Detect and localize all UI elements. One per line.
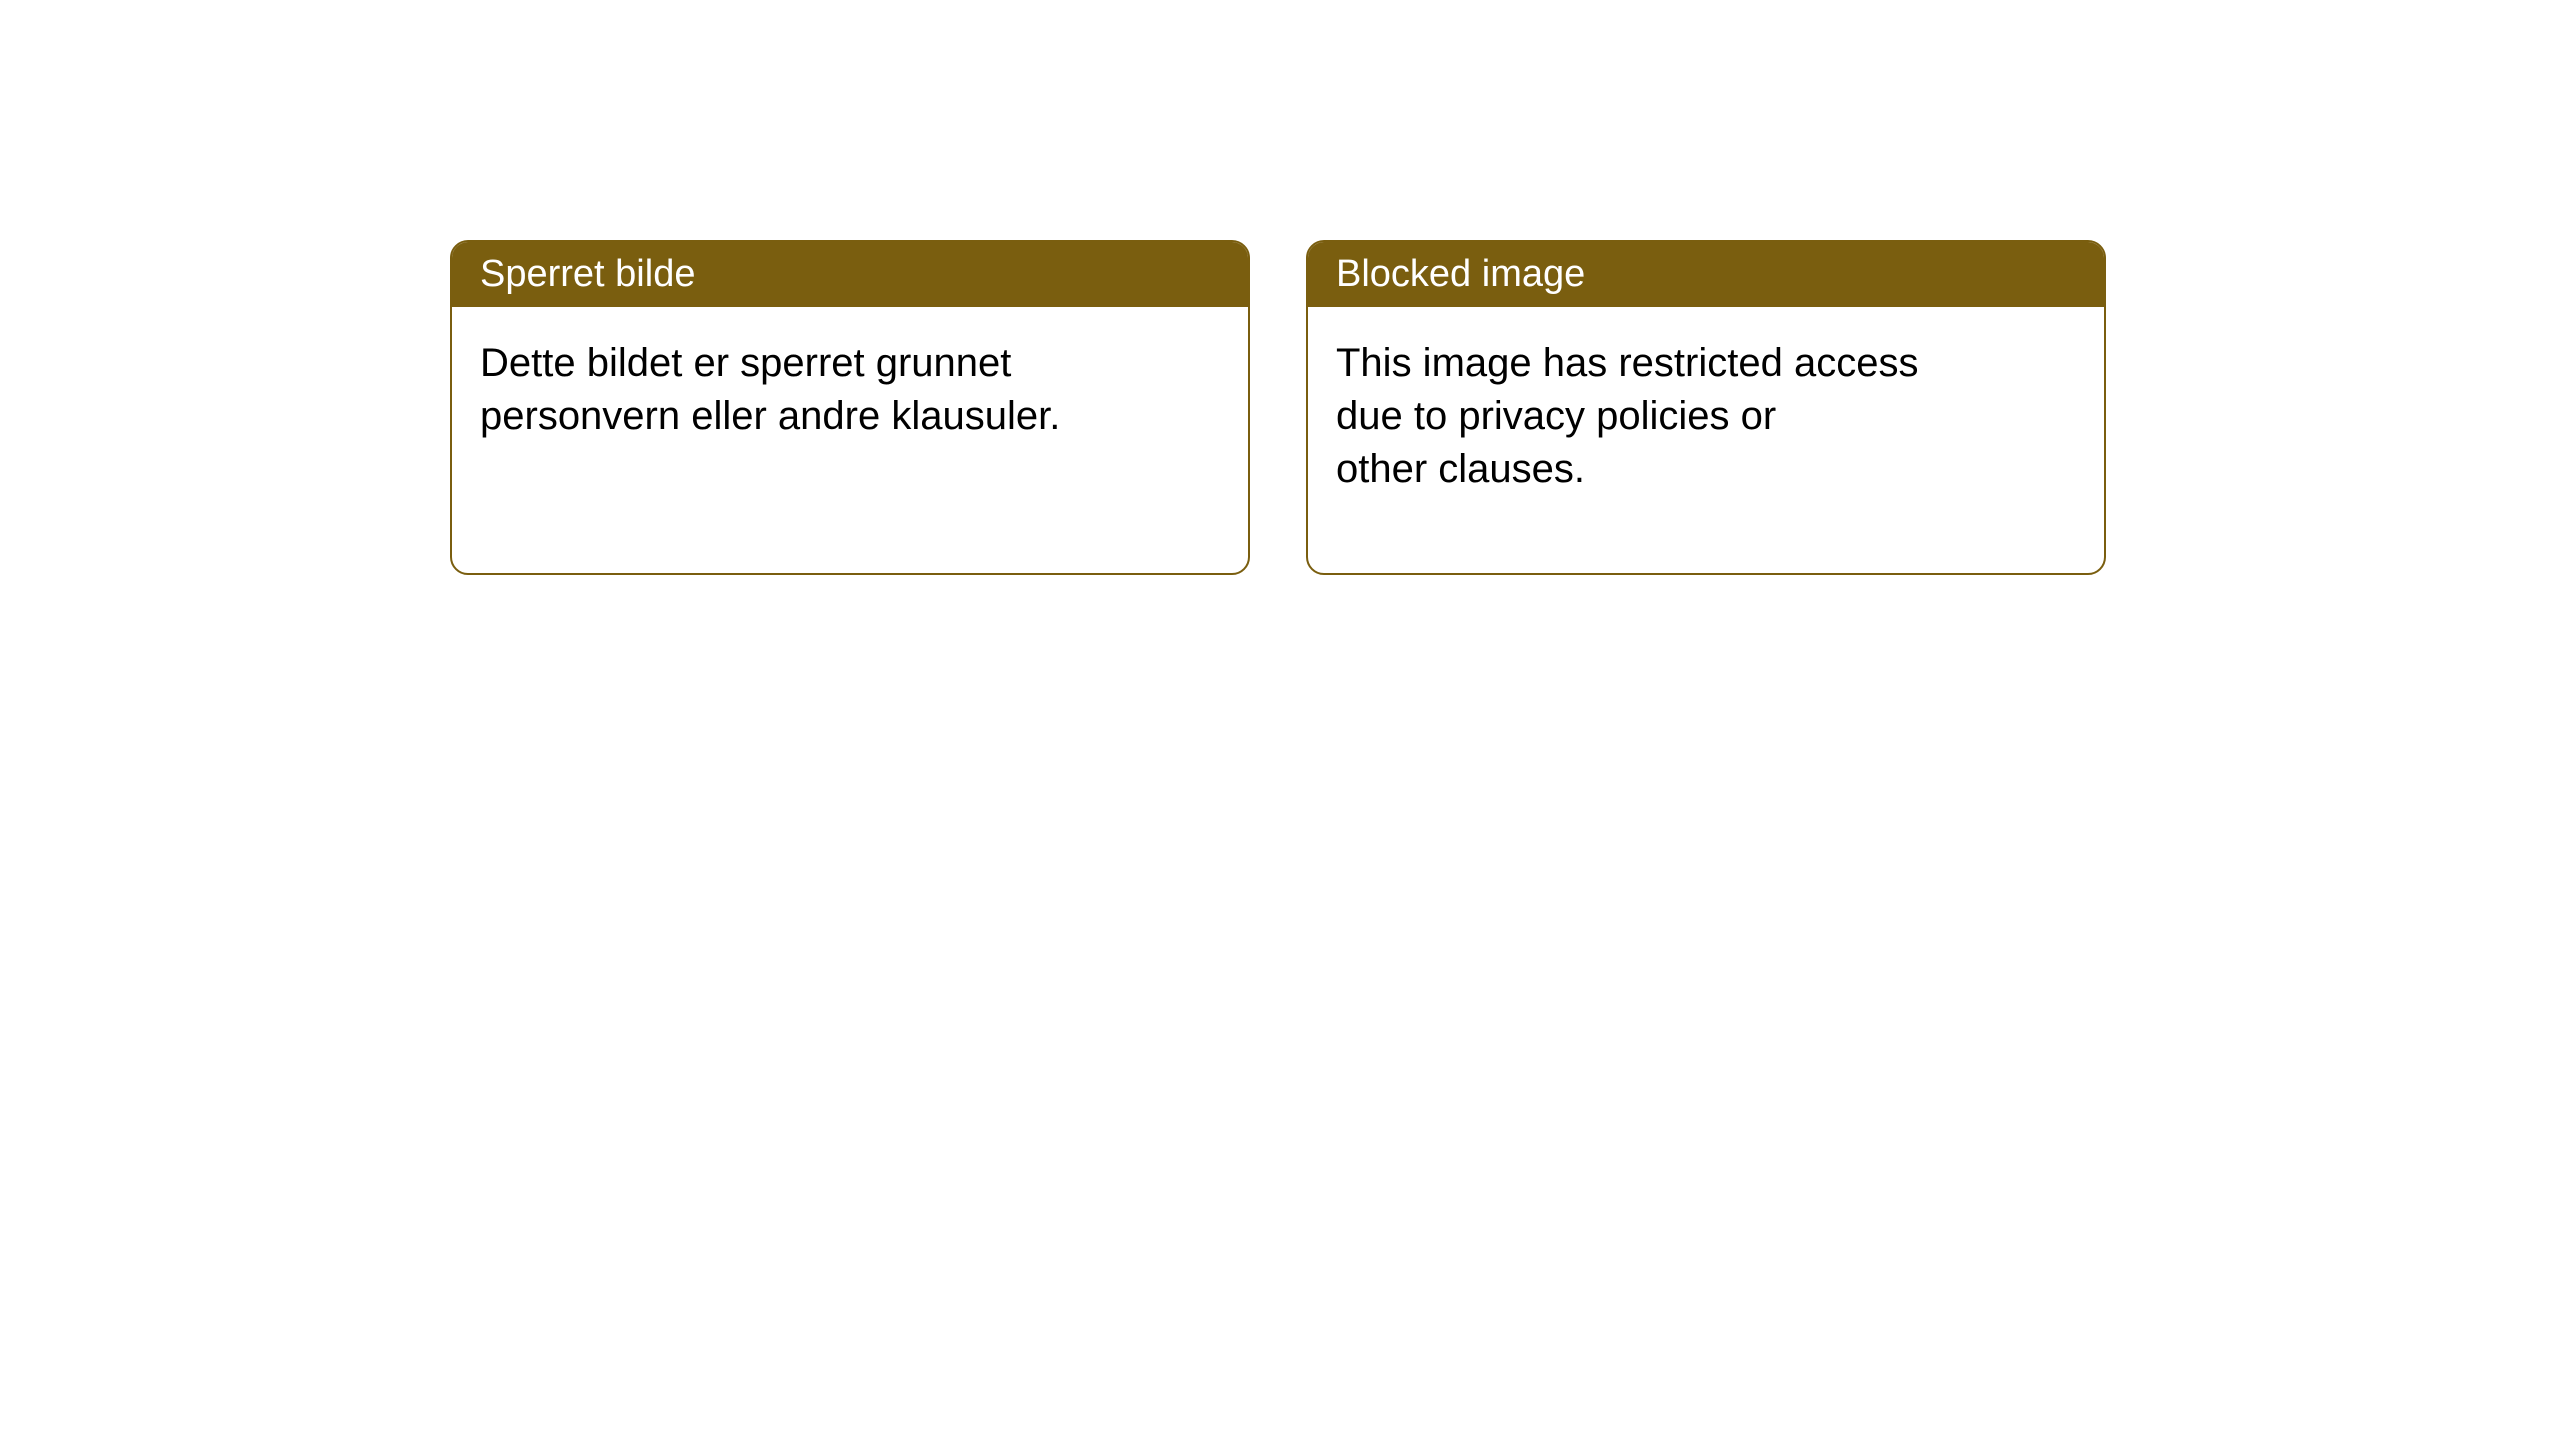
- card-body: Dette bildet er sperret grunnet personve…: [452, 307, 1248, 473]
- card-title: Sperret bilde: [452, 242, 1248, 307]
- blocked-image-card-en: Blocked image This image has restricted …: [1306, 240, 2106, 575]
- card-title: Blocked image: [1308, 242, 2104, 307]
- blocked-image-card-no: Sperret bilde Dette bildet er sperret gr…: [450, 240, 1250, 575]
- card-container: Sperret bilde Dette bildet er sperret gr…: [0, 0, 2560, 575]
- card-body: This image has restricted access due to …: [1308, 307, 2104, 525]
